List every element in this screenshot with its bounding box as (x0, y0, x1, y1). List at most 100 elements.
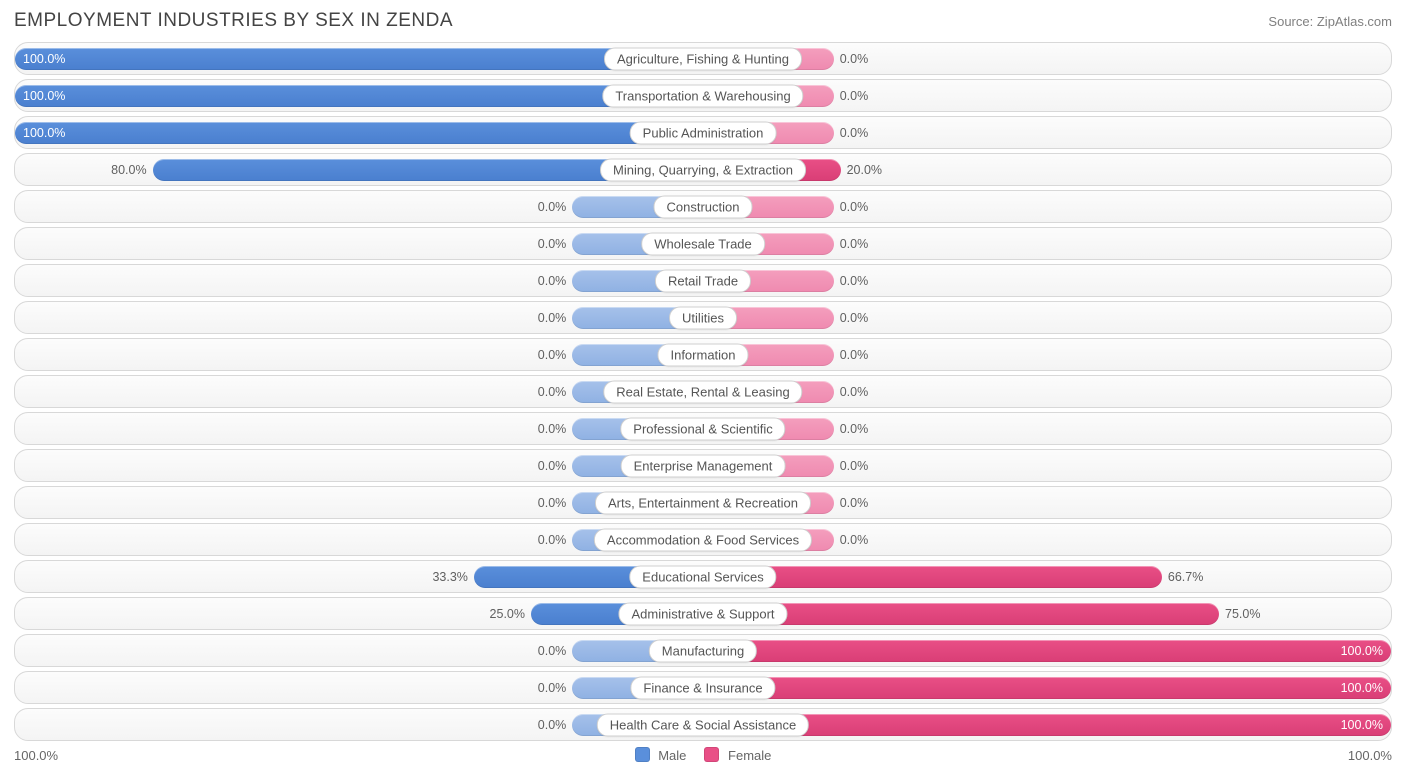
female-pct-label: 0.0% (840, 274, 869, 288)
female-pct-label: 0.0% (840, 533, 869, 547)
male-pct-label: 0.0% (538, 644, 567, 658)
legend-male: Male (635, 747, 687, 763)
male-half: 33.3% (15, 561, 703, 592)
female-pct-label: 0.0% (840, 126, 869, 140)
chart-row: 0.0% 0.0% Retail Trade (14, 264, 1392, 297)
male-half: 0.0% (15, 339, 703, 370)
male-pct-label: 100.0% (23, 52, 65, 66)
male-half: 0.0% (15, 635, 703, 666)
female-half: 0.0% (703, 450, 1391, 481)
male-bar (15, 122, 703, 144)
chart-row: 100.0% 0.0% Public Administration (14, 116, 1392, 149)
female-pct-label: 0.0% (840, 52, 869, 66)
female-pct-label: 0.0% (840, 237, 869, 251)
male-pct-label: 0.0% (538, 274, 567, 288)
category-label: Retail Trade (655, 269, 751, 292)
female-bar (703, 677, 1391, 699)
female-half: 0.0% (703, 117, 1391, 148)
category-label: Professional & Scientific (620, 417, 785, 440)
source: Source: ZipAtlas.com (1268, 14, 1392, 29)
male-pct-label: 0.0% (538, 422, 567, 436)
chart-row: 25.0% 75.0% Administrative & Support (14, 597, 1392, 630)
male-pct-label: 0.0% (538, 718, 567, 732)
legend-center: Male Female (635, 747, 772, 763)
category-label: Construction (654, 195, 753, 218)
female-half: 0.0% (703, 191, 1391, 222)
male-bar (15, 85, 703, 107)
chart-row: 0.0% 0.0% Arts, Entertainment & Recreation (14, 486, 1392, 519)
male-pct-label: 25.0% (490, 607, 525, 621)
axis-right-label: 100.0% (1348, 748, 1392, 763)
male-half: 100.0% (15, 117, 703, 148)
male-half: 0.0% (15, 672, 703, 703)
female-pct-label: 100.0% (1341, 718, 1383, 732)
chart-row: 0.0% 100.0%Manufacturing (14, 634, 1392, 667)
female-half: 0.0% (703, 413, 1391, 444)
chart-row: 0.0%0.0%Real Estate, Rental & Leasing (14, 375, 1392, 408)
male-half: 0.0% (15, 191, 703, 222)
category-label: Enterprise Management (621, 454, 786, 477)
chart-row: 100.0% 0.0% Agriculture, Fishing & Hunting (14, 42, 1392, 75)
female-pct-label: 75.0% (1225, 607, 1260, 621)
chart-row: 80.0% 20.0% Mining, Quarrying, & Extractio… (14, 153, 1392, 186)
male-half: 100.0% (15, 80, 703, 111)
male-pct-label: 100.0% (23, 89, 65, 103)
male-half: 0.0% (15, 413, 703, 444)
male-pct-label: 0.0% (538, 348, 567, 362)
chart-row: 0.0%0.0%Accommodation & Food Services (14, 523, 1392, 556)
category-label: Agriculture, Fishing & Hunting (604, 47, 802, 70)
axis-left-label: 100.0% (14, 748, 58, 763)
female-half: 0.0% (703, 302, 1391, 333)
male-pct-label: 0.0% (538, 533, 567, 547)
female-half: 0.0% (703, 80, 1391, 111)
male-half: 25.0% (15, 598, 703, 629)
category-label: Utilities (669, 306, 737, 329)
female-pct-label: 0.0% (840, 496, 869, 510)
category-label: Health Care & Social Assistance (597, 713, 809, 736)
female-half: 100.0% (703, 635, 1391, 666)
female-half: 66.7% (703, 561, 1391, 592)
male-pct-label: 0.0% (538, 681, 567, 695)
chart-row: 0.0%100.0%Finance & Insurance (14, 671, 1392, 704)
male-half: 0.0% (15, 376, 703, 407)
category-label: Public Administration (630, 121, 777, 144)
category-label: Arts, Entertainment & Recreation (595, 491, 811, 514)
chart-row: 0.0%0.0%Enterprise Management (14, 449, 1392, 482)
female-pct-label: 66.7% (1168, 570, 1203, 584)
female-half: 100.0% (703, 672, 1391, 703)
source-name: ZipAtlas.com (1317, 14, 1392, 29)
category-label: Mining, Quarrying, & Extraction (600, 158, 806, 181)
male-pct-label: 100.0% (23, 126, 65, 140)
chart-row: 0.0% 0.0% Information (14, 338, 1392, 371)
chart-row: 0.0% 100.0% Health Care & Social Assistanc… (14, 708, 1392, 741)
chart-row: 0.0%0.0%Professional & Scientific (14, 412, 1392, 445)
legend: 100.0% Male Female 100.0% (14, 747, 1392, 763)
female-pct-label: 0.0% (840, 200, 869, 214)
chart-title: EMPLOYMENT INDUSTRIES BY SEX IN ZENDA (14, 10, 453, 32)
male-pct-label: 80.0% (111, 163, 146, 177)
female-half: 0.0% (703, 265, 1391, 296)
female-pct-label: 0.0% (840, 348, 869, 362)
female-bar (703, 640, 1391, 662)
male-half: 0.0% (15, 228, 703, 259)
female-pct-label: 0.0% (840, 385, 869, 399)
female-half: 0.0% (703, 339, 1391, 370)
category-label: Information (657, 343, 748, 366)
category-label: Manufacturing (649, 639, 757, 662)
category-label: Administrative & Support (618, 602, 787, 625)
category-label: Wholesale Trade (641, 232, 765, 255)
chart-row: 100.0%0.0%Transportation & Warehousing (14, 79, 1392, 112)
female-pct-label: 0.0% (840, 311, 869, 325)
female-half: 0.0% (703, 43, 1391, 74)
chart-row: 0.0%0.0%Wholesale Trade (14, 227, 1392, 260)
male-pct-label: 0.0% (538, 496, 567, 510)
male-half: 0.0% (15, 302, 703, 333)
female-pct-label: 20.0% (847, 163, 882, 177)
male-pct-label: 0.0% (538, 459, 567, 473)
male-pct-label: 0.0% (538, 385, 567, 399)
female-pct-label: 100.0% (1341, 681, 1383, 695)
source-label: Source: (1268, 14, 1313, 29)
legend-male-label: Male (658, 748, 686, 763)
male-half: 0.0% (15, 265, 703, 296)
legend-female: Female (704, 747, 771, 763)
